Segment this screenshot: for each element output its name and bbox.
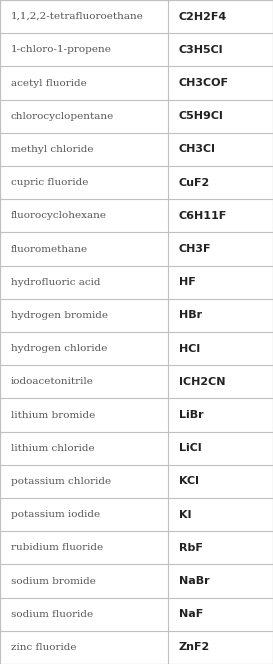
Text: CH3COF: CH3COF — [179, 78, 229, 88]
Text: cupric fluoride: cupric fluoride — [11, 178, 88, 187]
Text: ZnF2: ZnF2 — [179, 642, 210, 653]
Text: KCl: KCl — [179, 476, 199, 487]
Text: C5H9Cl: C5H9Cl — [179, 111, 224, 122]
Text: sodium fluoride: sodium fluoride — [11, 610, 93, 619]
Text: HF: HF — [179, 277, 195, 288]
Text: acetyl fluoride: acetyl fluoride — [11, 78, 87, 88]
Text: C3H5Cl: C3H5Cl — [179, 44, 223, 55]
Text: iodoacetonitrile: iodoacetonitrile — [11, 377, 94, 386]
Text: sodium bromide: sodium bromide — [11, 576, 96, 586]
Text: NaF: NaF — [179, 609, 203, 620]
Text: fluorocyclohexane: fluorocyclohexane — [11, 211, 107, 220]
Text: CuF2: CuF2 — [179, 177, 210, 188]
Text: methyl chloride: methyl chloride — [11, 145, 93, 154]
Text: potassium chloride: potassium chloride — [11, 477, 111, 486]
Text: HCl: HCl — [179, 343, 200, 354]
Text: NaBr: NaBr — [179, 576, 209, 586]
Text: ICH2CN: ICH2CN — [179, 376, 225, 387]
Text: hydrofluoric acid: hydrofluoric acid — [11, 278, 100, 287]
Text: rubidium fluoride: rubidium fluoride — [11, 543, 103, 552]
Text: chlorocyclopentane: chlorocyclopentane — [11, 112, 114, 121]
Text: 1-chloro-1-propene: 1-chloro-1-propene — [11, 45, 112, 54]
Text: RbF: RbF — [179, 542, 203, 553]
Text: CH3Cl: CH3Cl — [179, 144, 216, 155]
Text: potassium iodide: potassium iodide — [11, 510, 100, 519]
Text: hydrogen bromide: hydrogen bromide — [11, 311, 108, 320]
Text: LiCl: LiCl — [179, 443, 201, 454]
Text: 1,1,2,2-tetrafluoroethane: 1,1,2,2-tetrafluoroethane — [11, 12, 144, 21]
Text: LiBr: LiBr — [179, 410, 203, 420]
Text: lithium bromide: lithium bromide — [11, 410, 95, 420]
Text: CH3F: CH3F — [179, 244, 211, 254]
Text: HBr: HBr — [179, 310, 202, 321]
Text: fluoromethane: fluoromethane — [11, 244, 88, 254]
Text: zinc fluoride: zinc fluoride — [11, 643, 76, 652]
Text: C2H2F4: C2H2F4 — [179, 11, 227, 22]
Text: C6H11F: C6H11F — [179, 210, 227, 221]
Text: hydrogen chloride: hydrogen chloride — [11, 344, 107, 353]
Text: KI: KI — [179, 509, 191, 520]
Text: lithium chloride: lithium chloride — [11, 444, 94, 453]
